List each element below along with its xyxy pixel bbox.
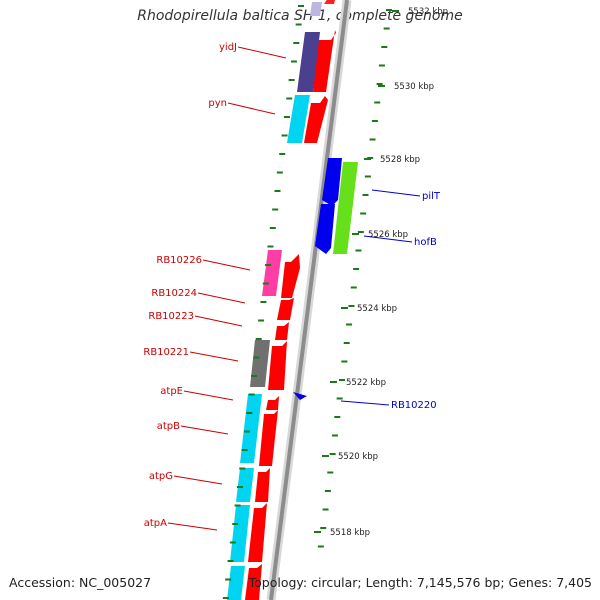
map-title: Rhodopirellula baltica SH 1, complete ge… — [137, 8, 463, 24]
forward-gene-arrow[interactable] — [245, 564, 262, 600]
reverse-gene-arrow[interactable] — [322, 158, 342, 206]
gene-label[interactable]: pilT — [422, 191, 441, 202]
label-leader-line — [194, 315, 243, 327]
forward-gene-arrow[interactable] — [266, 396, 279, 410]
label-leader-line — [180, 425, 229, 435]
label-leader-line — [197, 292, 246, 304]
forward-gene-arrow[interactable] — [313, 30, 336, 92]
gene-label[interactable]: RB10221 — [143, 347, 189, 358]
forward-gene-arrow[interactable] — [304, 96, 328, 143]
gene-label[interactable]: atpG — [149, 471, 173, 482]
forward-strand-genes — [245, 0, 336, 600]
scale-label: 5532 kbp — [408, 7, 448, 17]
cog-box — [333, 162, 358, 254]
gene-label[interactable]: atpB — [157, 421, 180, 432]
scale-labels: 5532 kbp 5530 kbp 5528 kbp 5526 kbp 5524 kbp… — [314, 7, 448, 538]
forward-gene-arrow[interactable] — [248, 503, 267, 562]
gene-label[interactable]: atpE — [160, 386, 183, 397]
cog-box — [227, 566, 245, 600]
label-leader-line — [173, 475, 223, 485]
label-leader-line — [237, 46, 287, 59]
reverse-gene-arrow[interactable] — [293, 392, 307, 400]
scale-label: 5524 kbp — [357, 304, 397, 314]
right-gene-labels: pilT hofB RB10220 — [340, 189, 441, 411]
gene-label[interactable]: RB10223 — [148, 311, 194, 322]
cog-box — [230, 505, 250, 562]
left-gene-labels: yidJ pyn RB10226 RB10224 RB10223 RB10221 atpE a… — [143, 42, 287, 531]
scale-ticks-inner — [222, 5, 304, 599]
cog-box — [236, 468, 254, 502]
label-leader-line — [340, 400, 390, 406]
reverse-gene-arrow[interactable] — [315, 204, 335, 254]
scale-label: 5526 kbp — [368, 230, 408, 240]
cog-box — [310, 2, 322, 16]
label-leader-line — [202, 259, 251, 271]
accession-label: Accession: NC_005027 — [9, 575, 152, 590]
cog-box — [262, 250, 282, 296]
forward-gene-arrow[interactable] — [277, 298, 294, 320]
cog-box — [240, 394, 262, 463]
label-leader-line — [183, 390, 234, 401]
cog-box — [250, 340, 270, 387]
genome-backbone — [269, 0, 349, 600]
gene-label[interactable]: RB10224 — [151, 288, 197, 299]
scale-label: 5518 kbp — [330, 528, 370, 538]
label-leader-line — [189, 351, 239, 362]
label-leader-line — [363, 235, 413, 243]
scale-ticks-outer — [317, 9, 392, 548]
forward-gene-arrow[interactable] — [281, 254, 300, 298]
gene-label[interactable]: RB10220 — [391, 400, 437, 411]
label-leader-line — [167, 522, 218, 531]
scale-label: 5528 kbp — [380, 155, 420, 165]
gene-label[interactable]: pyn — [208, 98, 227, 109]
forward-gene-arrow[interactable] — [324, 0, 335, 4]
gene-label[interactable]: atpA — [144, 518, 167, 529]
scale-label: 5522 kbp — [346, 378, 386, 388]
forward-gene-arrow[interactable] — [255, 468, 270, 502]
label-leader-line — [227, 102, 276, 115]
gene-label[interactable]: yidJ — [219, 42, 237, 53]
cog-box — [287, 95, 310, 143]
label-leader-line — [371, 189, 421, 197]
forward-gene-arrow[interactable] — [275, 322, 289, 340]
genome-summary: Topology: circular; Length: 7,145,576 bp… — [248, 575, 592, 590]
scale-label: 5530 kbp — [394, 82, 434, 92]
forward-gene-arrow[interactable] — [268, 341, 287, 390]
forward-gene-arrow[interactable] — [259, 410, 278, 466]
gene-label[interactable]: RB10226 — [156, 255, 202, 266]
cog-box — [297, 32, 320, 92]
reverse-strand-genes — [293, 158, 358, 400]
gene-label[interactable]: hofB — [414, 237, 437, 248]
scale-label: 5520 kbp — [338, 452, 378, 462]
